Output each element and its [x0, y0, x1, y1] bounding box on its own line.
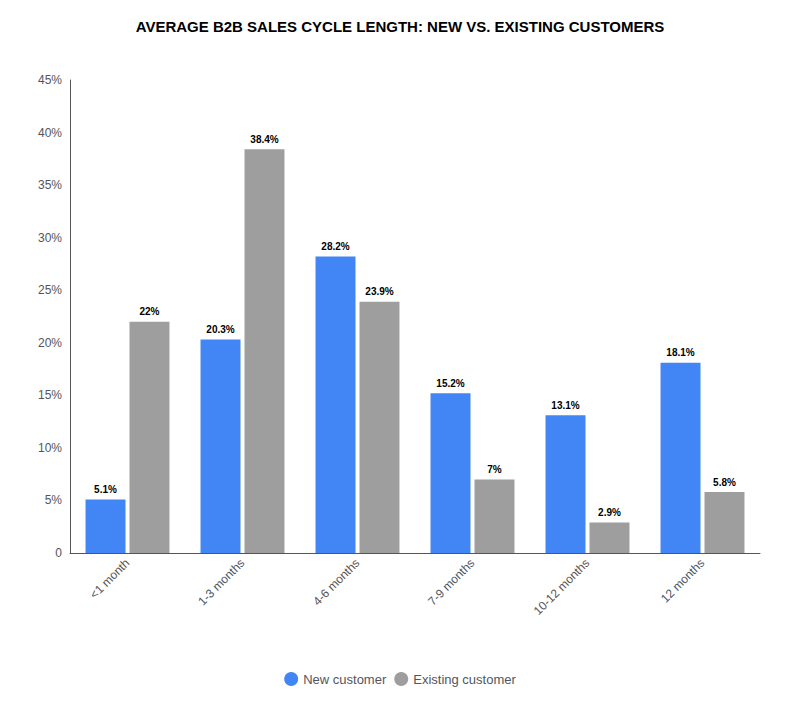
svg-text:15%: 15% — [38, 388, 62, 402]
svg-text:23.9%: 23.9% — [365, 286, 393, 297]
svg-text:5%: 5% — [45, 493, 63, 507]
svg-text:13.1%: 13.1% — [551, 400, 579, 411]
svg-text:38.4%: 38.4% — [250, 134, 278, 145]
svg-text:7-9 months: 7-9 months — [425, 556, 477, 608]
svg-text:22%: 22% — [139, 306, 159, 317]
svg-text:20%: 20% — [38, 336, 62, 350]
svg-text:20.3%: 20.3% — [206, 324, 234, 335]
svg-text:30%: 30% — [38, 231, 62, 245]
svg-text:15.2%: 15.2% — [436, 378, 464, 389]
svg-text:40%: 40% — [38, 126, 62, 140]
svg-text:Existing customer: Existing customer — [413, 672, 516, 687]
svg-text:AVERAGE B2B SALES CYCLE LENGTH: AVERAGE B2B SALES CYCLE LENGTH: NEW VS. … — [136, 18, 665, 35]
svg-text:New customer: New customer — [303, 672, 387, 687]
svg-text:18.1%: 18.1% — [666, 347, 694, 358]
svg-text:10%: 10% — [38, 441, 62, 455]
svg-text:<1 month: <1 month — [87, 556, 132, 601]
svg-text:25%: 25% — [38, 283, 62, 297]
svg-text:7%: 7% — [487, 464, 502, 475]
svg-text:5.8%: 5.8% — [713, 477, 736, 488]
svg-text:28.2%: 28.2% — [321, 241, 349, 252]
svg-text:45%: 45% — [38, 73, 62, 87]
svg-text:4-6 months: 4-6 months — [310, 556, 362, 608]
svg-text:35%: 35% — [38, 178, 62, 192]
svg-text:0: 0 — [55, 546, 62, 560]
svg-text:10-12 months: 10-12 months — [531, 556, 593, 618]
svg-text:2.9%: 2.9% — [598, 507, 621, 518]
svg-text:12 months: 12 months — [658, 556, 707, 605]
svg-text:1-3 months: 1-3 months — [195, 556, 247, 608]
svg-text:5.1%: 5.1% — [94, 484, 117, 495]
